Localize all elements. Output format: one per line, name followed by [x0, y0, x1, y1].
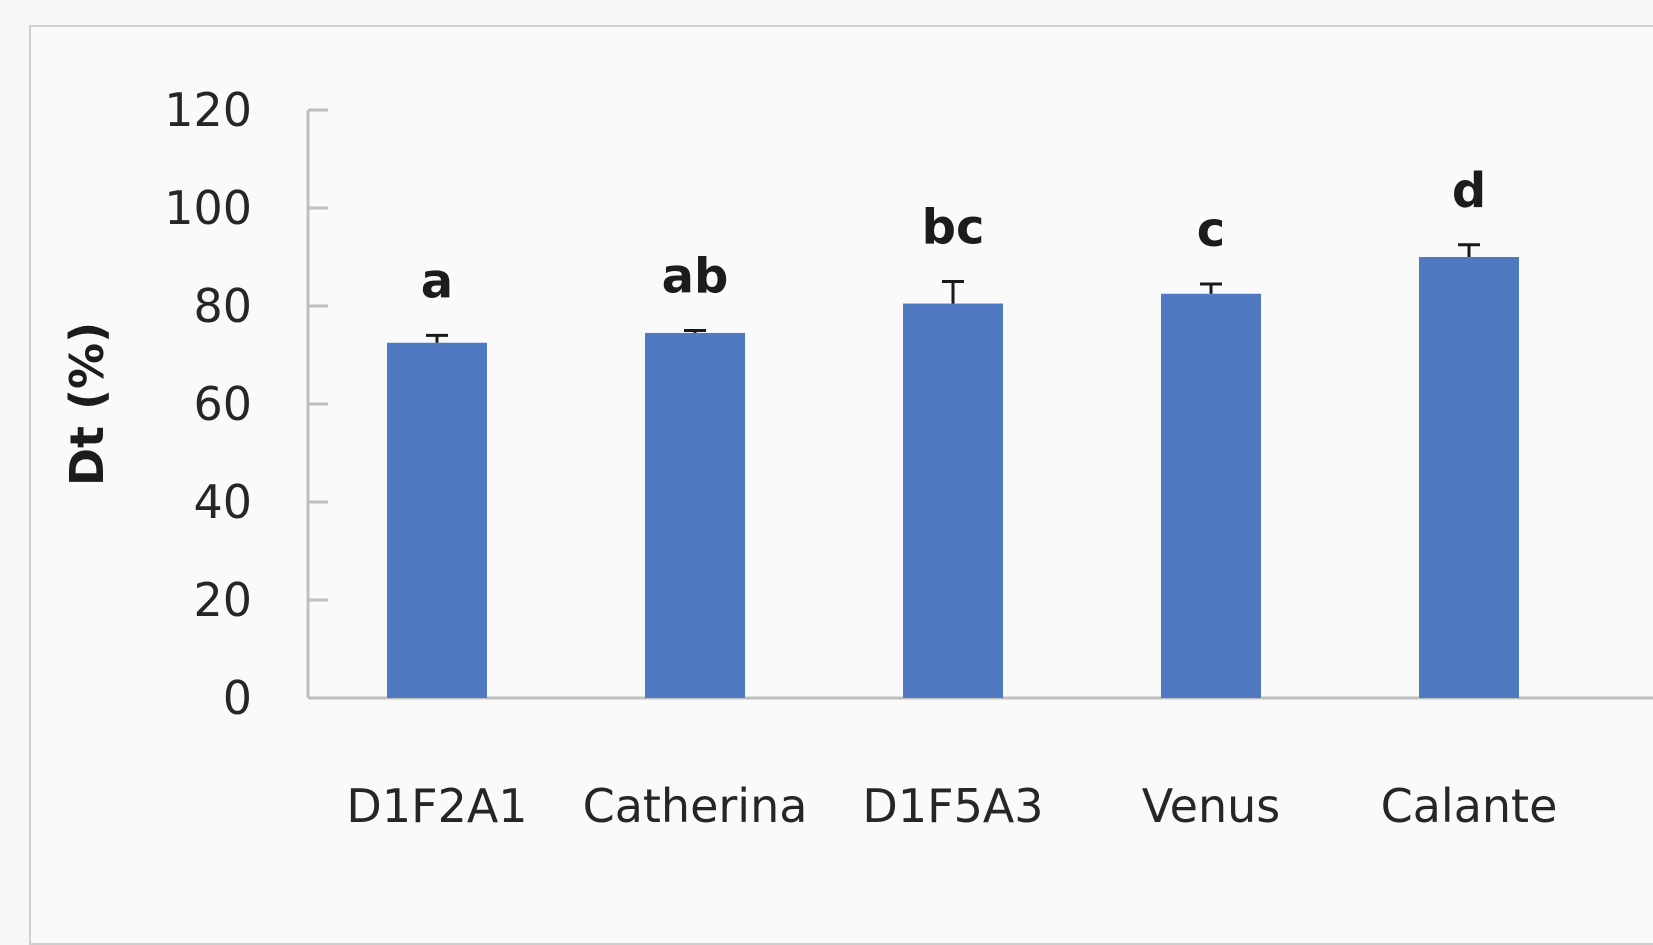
bar-calante	[1419, 257, 1519, 698]
chart-frame	[29, 25, 1653, 945]
significance-label: d	[1452, 163, 1486, 219]
y-axis: 0 20 40 60 80 100 120	[164, 83, 328, 725]
x-tick-label: Catherina	[583, 779, 808, 833]
significance-label: a	[421, 253, 453, 309]
x-tick-label: Calante	[1381, 779, 1558, 833]
bar-d1f5a3	[903, 303, 1003, 698]
x-tick-label: Venus	[1142, 779, 1280, 833]
y-tick-label: 120	[164, 83, 252, 137]
bar-venus	[1161, 293, 1261, 698]
y-tick-label: 0	[223, 671, 252, 725]
y-tick-label: 20	[193, 573, 252, 627]
y-tick-label: 100	[164, 181, 252, 235]
bar-chart: 0 20 40 60 80 100 120 D1F2A1 Catherina D1F5A3 Ven…	[60, 83, 1653, 833]
bars: a ab bc c d	[387, 163, 1519, 698]
x-axis: D1F2A1 Catherina D1F5A3 Venus Calante	[308, 696, 1653, 833]
y-tick-label: 80	[193, 279, 252, 333]
bar-catherina	[645, 332, 745, 698]
y-tick-label: 40	[193, 475, 252, 529]
bar-d1f2a1	[387, 342, 487, 698]
x-tick-label: D1F5A3	[862, 779, 1043, 833]
y-axis-title: Dt (%)	[60, 322, 114, 486]
significance-label: ab	[662, 249, 729, 305]
x-tick-label: D1F2A1	[346, 779, 527, 833]
y-tick-label: 60	[193, 377, 252, 431]
significance-label: c	[1197, 202, 1225, 258]
significance-label: bc	[922, 200, 985, 256]
